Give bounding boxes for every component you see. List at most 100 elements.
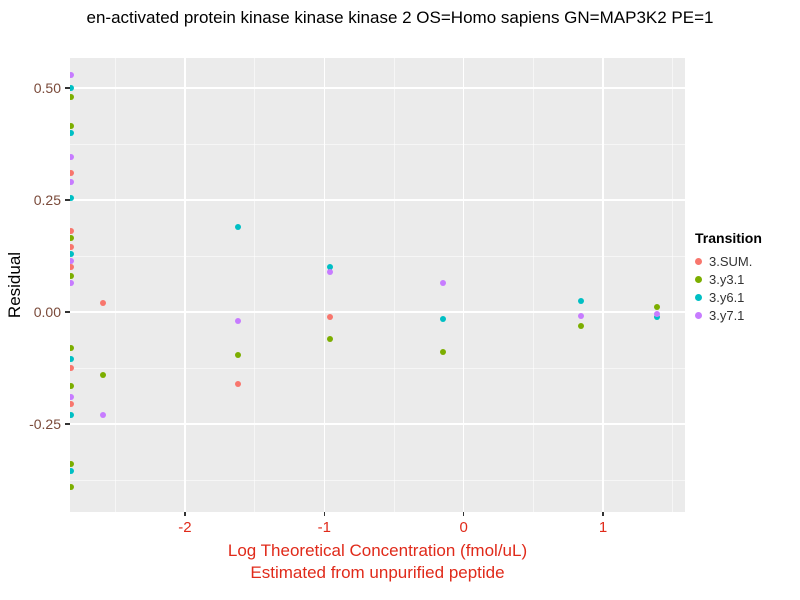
legend-swatch-icon bbox=[695, 311, 702, 319]
data-point bbox=[70, 250, 74, 257]
y-minor-gridline bbox=[70, 367, 685, 369]
x-axis-title: Log Theoretical Concentration (fmol/uL) … bbox=[70, 540, 685, 584]
data-point bbox=[70, 383, 74, 390]
data-point bbox=[326, 264, 333, 271]
data-point bbox=[577, 297, 584, 304]
y-minor-gridline bbox=[70, 143, 685, 145]
data-point bbox=[70, 461, 74, 468]
y-major-gridline bbox=[70, 87, 685, 89]
y-tick-mark bbox=[65, 423, 70, 425]
y-minor-gridline bbox=[70, 479, 685, 481]
data-point bbox=[70, 71, 74, 78]
x-minor-gridline bbox=[114, 58, 116, 512]
plot-title: en-activated protein kinase kinase kinas… bbox=[86, 8, 714, 27]
data-point bbox=[577, 312, 584, 319]
data-point bbox=[439, 315, 446, 322]
data-point bbox=[70, 279, 74, 286]
data-point bbox=[326, 336, 333, 342]
data-point bbox=[326, 268, 333, 275]
y-tick-label: 0.00 bbox=[33, 304, 61, 321]
data-point bbox=[70, 400, 74, 407]
legend-label: 3.y7.1 bbox=[709, 307, 745, 323]
legend-item: 3.y7.1 bbox=[695, 306, 762, 324]
data-point bbox=[99, 412, 106, 419]
y-major-gridline bbox=[70, 311, 685, 313]
legend: Transition 3.SUM. 3.y3.1 3.y6.1 3.y7.1 bbox=[695, 230, 762, 324]
data-point bbox=[70, 154, 74, 161]
data-point bbox=[70, 394, 74, 401]
data-point bbox=[70, 483, 74, 490]
x-major-gridline bbox=[184, 58, 186, 512]
legend-label: 3.SUM. bbox=[709, 253, 753, 269]
x-minor-gridline bbox=[393, 58, 395, 512]
legend-title: Transition bbox=[695, 230, 762, 246]
y-tick-label: 0.50 bbox=[33, 80, 61, 97]
y-tick-mark bbox=[65, 311, 70, 313]
y-minor-gridline bbox=[70, 255, 685, 257]
data-point bbox=[577, 322, 584, 329]
data-point bbox=[70, 85, 74, 92]
x-tick-mark bbox=[462, 512, 465, 516]
plot-panel bbox=[70, 58, 685, 512]
legend-swatch-icon bbox=[695, 293, 702, 301]
x-tick-mark bbox=[184, 512, 186, 516]
legend-swatch-icon bbox=[695, 275, 702, 283]
legend-item: 3.y3.1 bbox=[695, 270, 762, 288]
data-point bbox=[70, 356, 74, 363]
data-point bbox=[439, 279, 446, 286]
y-major-gridline bbox=[70, 423, 685, 425]
data-point bbox=[439, 349, 446, 356]
data-point bbox=[70, 264, 74, 271]
x-tick-mark bbox=[323, 512, 326, 516]
data-point bbox=[70, 129, 74, 136]
data-point bbox=[70, 412, 74, 419]
x-tick-label: 0 bbox=[459, 519, 468, 536]
x-tick-label: -1 bbox=[317, 519, 331, 536]
data-point bbox=[70, 194, 74, 201]
x-tick-mark bbox=[602, 512, 604, 516]
data-point bbox=[99, 371, 106, 378]
x-minor-gridline bbox=[672, 58, 674, 512]
data-point bbox=[234, 223, 241, 230]
data-point bbox=[70, 468, 74, 475]
legend-item: 3.SUM. bbox=[695, 252, 762, 270]
legend-label: 3.y6.1 bbox=[709, 289, 745, 305]
data-point bbox=[70, 244, 74, 251]
data-point bbox=[70, 273, 74, 280]
x-axis-title-line1: Log Theoretical Concentration (fmol/uL) bbox=[227, 541, 528, 560]
x-tick-label: 1 bbox=[598, 519, 608, 536]
data-point bbox=[70, 365, 74, 372]
y-tick-mark bbox=[65, 87, 70, 89]
data-point bbox=[326, 313, 333, 320]
legend-items: 3.SUM. 3.y3.1 3.y6.1 3.y7.1 bbox=[695, 252, 762, 324]
y-tick-label: -0.25 bbox=[29, 416, 61, 433]
legend-swatch-icon bbox=[695, 257, 702, 265]
x-axis-title-line2: Estimated from unpurified peptide bbox=[250, 563, 505, 582]
legend-item: 3.y6.1 bbox=[695, 288, 762, 306]
data-point bbox=[70, 228, 74, 235]
x-major-gridline bbox=[602, 58, 604, 512]
data-point bbox=[70, 179, 74, 186]
data-point bbox=[654, 303, 661, 310]
data-point bbox=[99, 300, 106, 307]
y-tick-label: 0.25 bbox=[33, 192, 61, 209]
data-point bbox=[70, 235, 74, 242]
legend-label: 3.y3.1 bbox=[709, 271, 745, 287]
data-point bbox=[234, 380, 241, 387]
y-major-gridline bbox=[70, 199, 685, 201]
data-point bbox=[234, 318, 241, 325]
data-point bbox=[70, 93, 74, 100]
x-minor-gridline bbox=[532, 58, 534, 512]
data-point bbox=[654, 314, 661, 321]
data-point bbox=[70, 170, 74, 177]
x-major-gridline bbox=[323, 58, 326, 512]
data-point bbox=[70, 344, 74, 351]
x-minor-gridline bbox=[254, 58, 256, 512]
data-point bbox=[70, 257, 74, 264]
data-point bbox=[70, 123, 74, 130]
x-tick-label: -2 bbox=[178, 519, 192, 536]
data-point bbox=[234, 351, 241, 358]
data-point bbox=[654, 311, 661, 318]
x-major-gridline bbox=[462, 58, 465, 512]
